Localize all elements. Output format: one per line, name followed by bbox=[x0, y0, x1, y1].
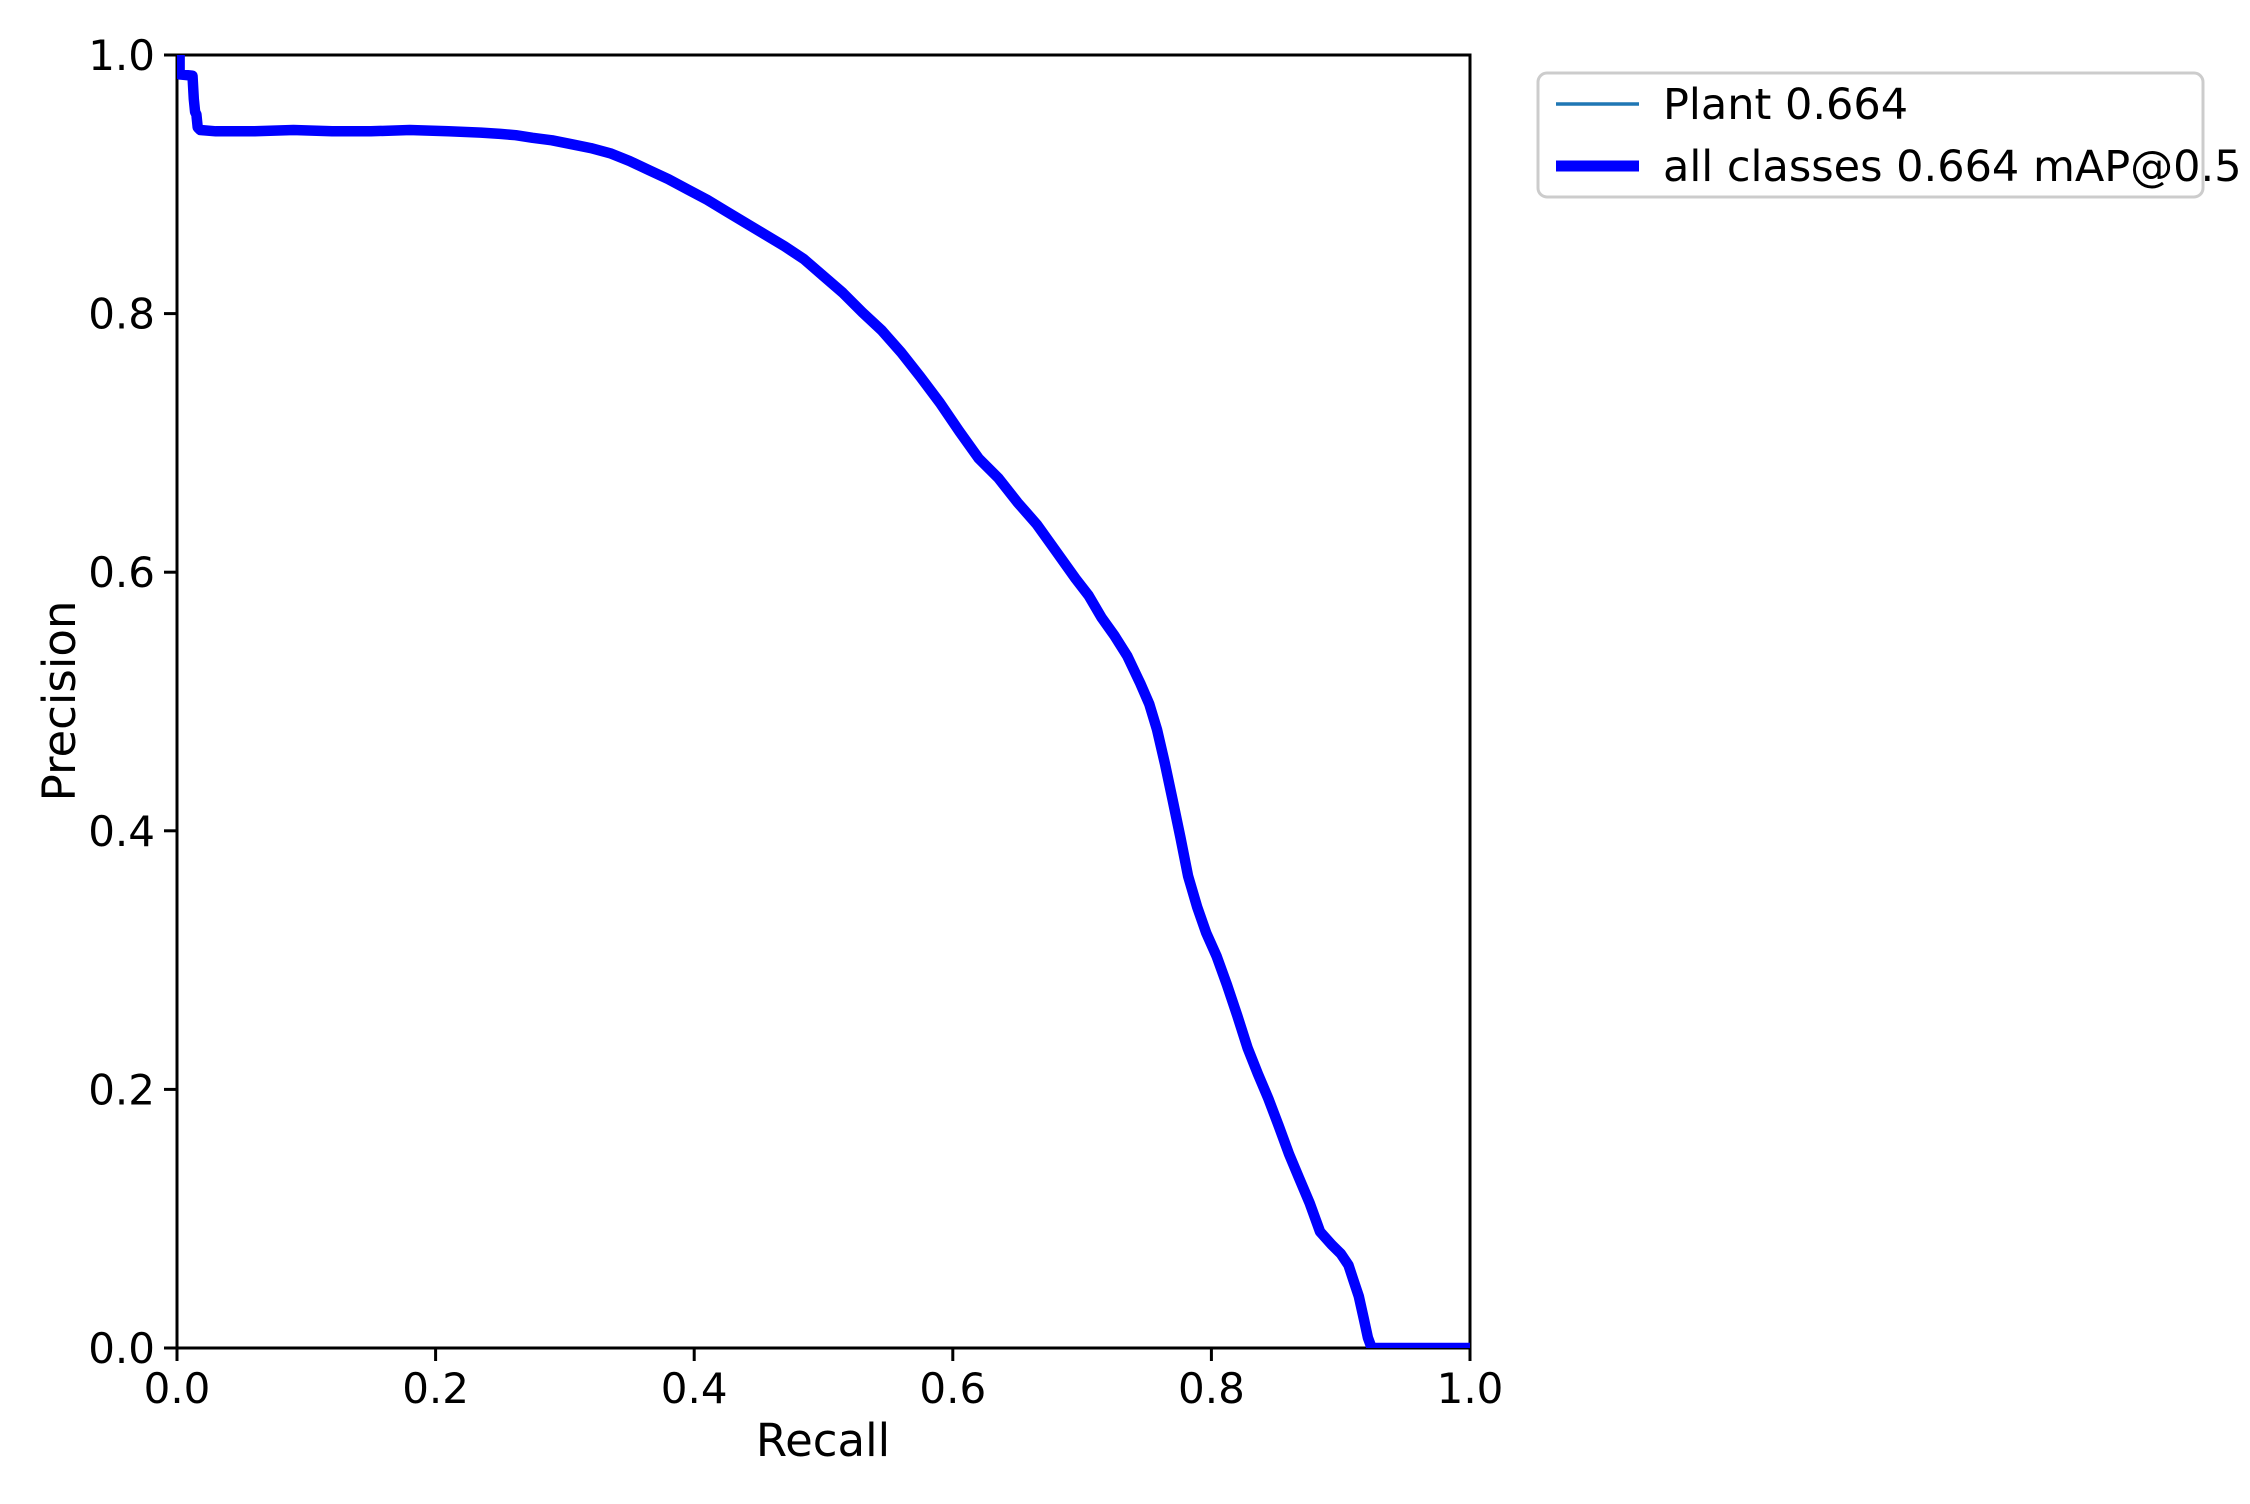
y-tick-label: 1.0 bbox=[88, 31, 155, 80]
x-tick-label: 0.6 bbox=[919, 1364, 986, 1413]
y-tick-label: 0.8 bbox=[88, 290, 155, 339]
legend-label-all-classes: all classes 0.664 mAP@0.5 bbox=[1663, 142, 2242, 192]
y-tick-label: 0.0 bbox=[88, 1324, 155, 1373]
y-tick-label: 0.6 bbox=[88, 548, 155, 597]
x-tick-label: 1.0 bbox=[1437, 1364, 1504, 1413]
legend-box bbox=[1536, 71, 2205, 199]
legend-item-all-classes: all classes 0.664 mAP@0.5 bbox=[1556, 142, 2242, 192]
x-tick-label: 0.0 bbox=[144, 1364, 211, 1413]
y-tick-label: 0.4 bbox=[88, 807, 155, 856]
y-tick-label: 0.2 bbox=[88, 1065, 155, 1114]
y-axis-label: Precision bbox=[33, 601, 86, 802]
pr-curve-plant bbox=[177, 55, 1470, 1348]
x-tick-label: 0.8 bbox=[1178, 1364, 1245, 1413]
pr-curve-all-classes bbox=[177, 55, 1470, 1348]
legend: Plant 0.664 all classes 0.664 mAP@0.5 bbox=[1536, 71, 2242, 199]
x-tick-label: 0.4 bbox=[661, 1364, 728, 1413]
plot-frame bbox=[175, 53, 1472, 1350]
curves-group bbox=[177, 55, 1470, 1348]
x-tick-label: 0.2 bbox=[402, 1364, 469, 1413]
y-axis-ticks: 0.0 0.2 0.4 0.6 0.8 1.0 bbox=[88, 31, 177, 1373]
legend-label-plant: Plant 0.664 bbox=[1663, 80, 1908, 130]
x-axis-label: Recall bbox=[756, 1414, 890, 1467]
legend-item-plant: Plant 0.664 bbox=[1556, 80, 1908, 130]
x-axis-ticks: 0.0 0.2 0.4 0.6 0.8 1.0 bbox=[144, 1348, 1504, 1413]
